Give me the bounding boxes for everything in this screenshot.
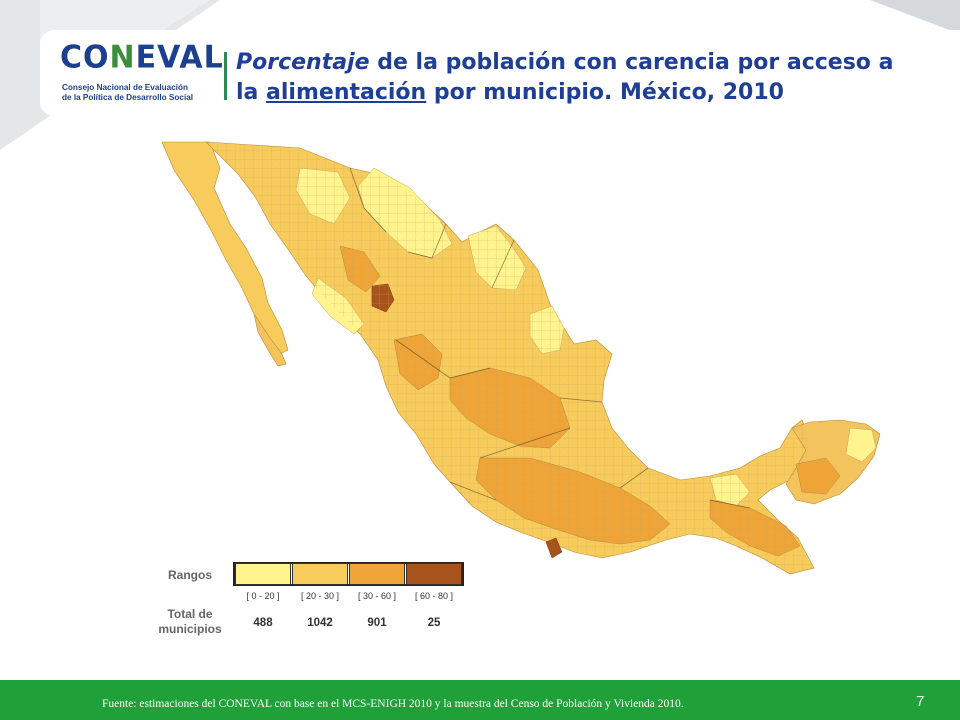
legend-range-60-80: [ 60 - 80 ] (414, 591, 454, 601)
legend-count-0-20: 488 (253, 617, 273, 629)
region-low-yucatan (845, 427, 877, 463)
legend-swatch-30-60 (349, 563, 405, 585)
legend-range-20-30: [ 20 - 30 ] (300, 591, 340, 601)
logo-subtitle-line2: de la Política de Desarrollo Social (62, 93, 194, 102)
baja-california-region (161, 141, 289, 355)
legend-count-30-60: 901 (367, 617, 387, 629)
legend-swatch-0-20 (235, 563, 291, 585)
region-mid-campeche (795, 457, 841, 495)
title-underlined: alimentación (266, 80, 427, 105)
logo-subtitle-line1: Consejo Nacional de Evaluación (62, 83, 189, 92)
footer-bar (0, 680, 960, 720)
legend-total-label-line2: municipios (158, 622, 222, 636)
legend-total-label: Total de municipios (140, 607, 240, 637)
legend-count-60-80: 25 (427, 617, 441, 629)
source-note: Fuente: estimaciones del CONEVAL con bas… (102, 698, 684, 710)
title-divider (224, 52, 227, 100)
baja-california-south (253, 313, 287, 367)
title-italic: Porcentaje (236, 50, 370, 75)
legend-swatch-60-80 (406, 563, 462, 585)
municipality-texture (206, 142, 814, 574)
state-borders (349, 167, 751, 509)
corner-decoration-right (870, 0, 960, 34)
coneval-logo: CONEVAL Consejo Nacional de Evaluación d… (60, 39, 223, 110)
page-number: 7 (916, 693, 925, 710)
page-title: Porcentaje de la población con carencia … (236, 48, 956, 108)
mexico-municipality-map (161, 141, 881, 575)
logo-subtitle: Consejo Nacional de Evaluación de la Pol… (62, 83, 193, 103)
logo-wordmark: CONEVAL (60, 39, 224, 76)
legend-ranges-label: Rangos (167, 568, 212, 582)
legend-frame (233, 562, 464, 586)
legend-count-20-30: 1042 (307, 617, 333, 629)
legend-range-30-60: [ 30 - 60 ] (357, 591, 397, 601)
legend-swatch-20-30 (292, 563, 348, 585)
legend-total-label-line1: Total de (167, 607, 213, 621)
title-prefix: la (236, 80, 267, 105)
title-line1: de la población con carencia por acceso … (369, 50, 894, 75)
title-line2: por municipio. México, 2010 (426, 80, 784, 105)
legend-range-0-20: [ 0 - 20 ] (246, 591, 280, 601)
header-card (40, 30, 960, 116)
